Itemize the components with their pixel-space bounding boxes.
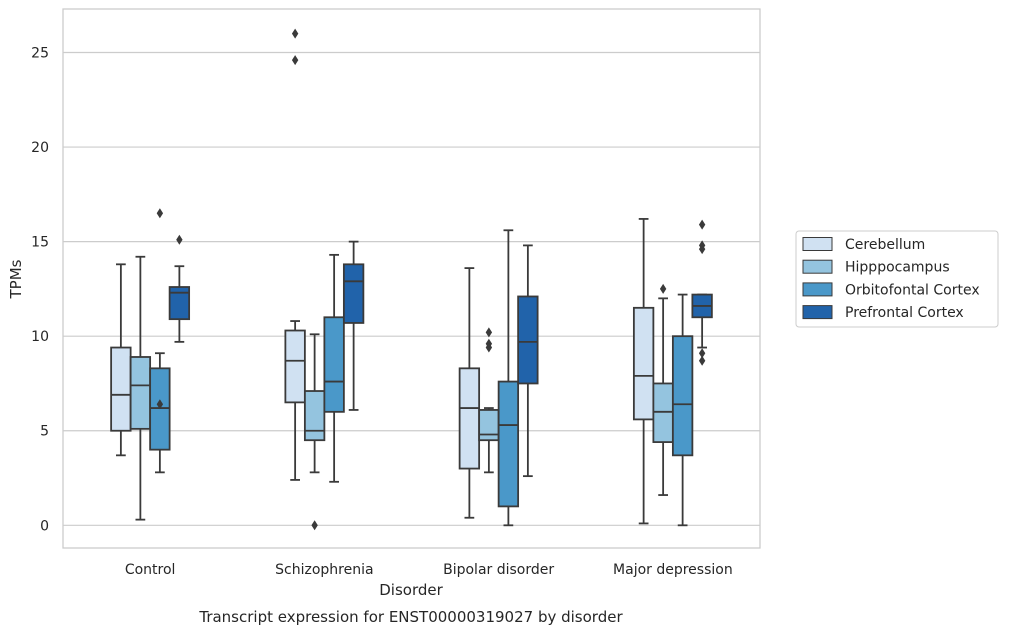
outlier-point-3-3-4 [698, 355, 706, 366]
box-0-1 [129, 356, 152, 430]
outlier-point-1-0-1 [291, 55, 299, 66]
outlier-point-1-0-0 [291, 28, 299, 39]
y-tick-label-5: 5 [40, 424, 49, 440]
legend-swatch-1 [802, 259, 833, 274]
legend-swatch-0 [802, 237, 833, 251]
box-3-1 [652, 382, 674, 443]
box-1-2 [323, 316, 345, 413]
legend-label-0: Cerebellum [845, 237, 925, 253]
x-tick-label-schizophrenia: Schizophrenia [275, 562, 373, 578]
outlier-point-3-3-0 [698, 219, 706, 230]
y-axis-label: TPMs [7, 259, 25, 299]
legend-label-3: Prefrontal Cortex [845, 305, 964, 321]
x-tick-label-bipolar-disorder: Bipolar disorder [443, 562, 554, 578]
legend-swatch-2 [802, 282, 833, 297]
outlier-point-2-1-2 [485, 342, 493, 353]
y-tick-label-10: 10 [31, 329, 49, 345]
box-2-3 [517, 295, 539, 385]
box-0-0 [110, 346, 132, 432]
box-groups [110, 28, 713, 531]
plot-area [63, 9, 760, 548]
x-axis-label: Disorder [379, 581, 443, 599]
legend-frame [795, 230, 999, 328]
y-tick-label-25: 25 [31, 45, 49, 61]
box-2-0 [458, 367, 481, 470]
plot-frame [62, 8, 761, 549]
box-3-0 [632, 306, 655, 421]
box-1-1 [303, 390, 326, 442]
x-axis-ticks: Control Schizophrenia Bipolar disorder Majo… [125, 562, 733, 578]
legend: Cerebellum Hipppocampus Orbitofontal Corte… [795, 230, 999, 328]
chart-caption: Transcript expression for ENST0000031902… [198, 608, 623, 626]
outlier-point-0-2-1 [156, 399, 164, 410]
outlier-point-1-1-0 [311, 520, 318, 531]
x-tick-label-major-depression: Major depression [613, 562, 733, 578]
y-tick-label-0: 0 [40, 518, 49, 534]
outlier-point-2-1-0 [485, 327, 493, 338]
legend-label-1: Hipppocampus [845, 260, 950, 276]
box-0-3 [168, 286, 191, 321]
legend-swatch-3 [802, 305, 833, 320]
outlier-point-0-2-0 [156, 208, 164, 219]
outlier-point-3-1-0 [659, 283, 667, 294]
box-2-2 [497, 380, 520, 508]
box-1-0 [284, 329, 306, 404]
box-3-2 [671, 335, 694, 457]
box-2-1 [478, 409, 500, 442]
outlier-point-0-3-0 [176, 234, 183, 245]
x-tick-label-control: Control [125, 562, 176, 578]
legend-label-2: Orbitofontal Cortex [845, 282, 980, 298]
outlier-point-3-3-2 [698, 244, 706, 255]
y-tick-label-20: 20 [31, 140, 49, 156]
y-tick-label-15: 15 [31, 235, 49, 251]
y-axis-ticks: 0 5 10 15 20 25 [31, 45, 49, 534]
box-1-3 [342, 263, 365, 324]
outlier-point-3-3-3 [698, 348, 706, 359]
